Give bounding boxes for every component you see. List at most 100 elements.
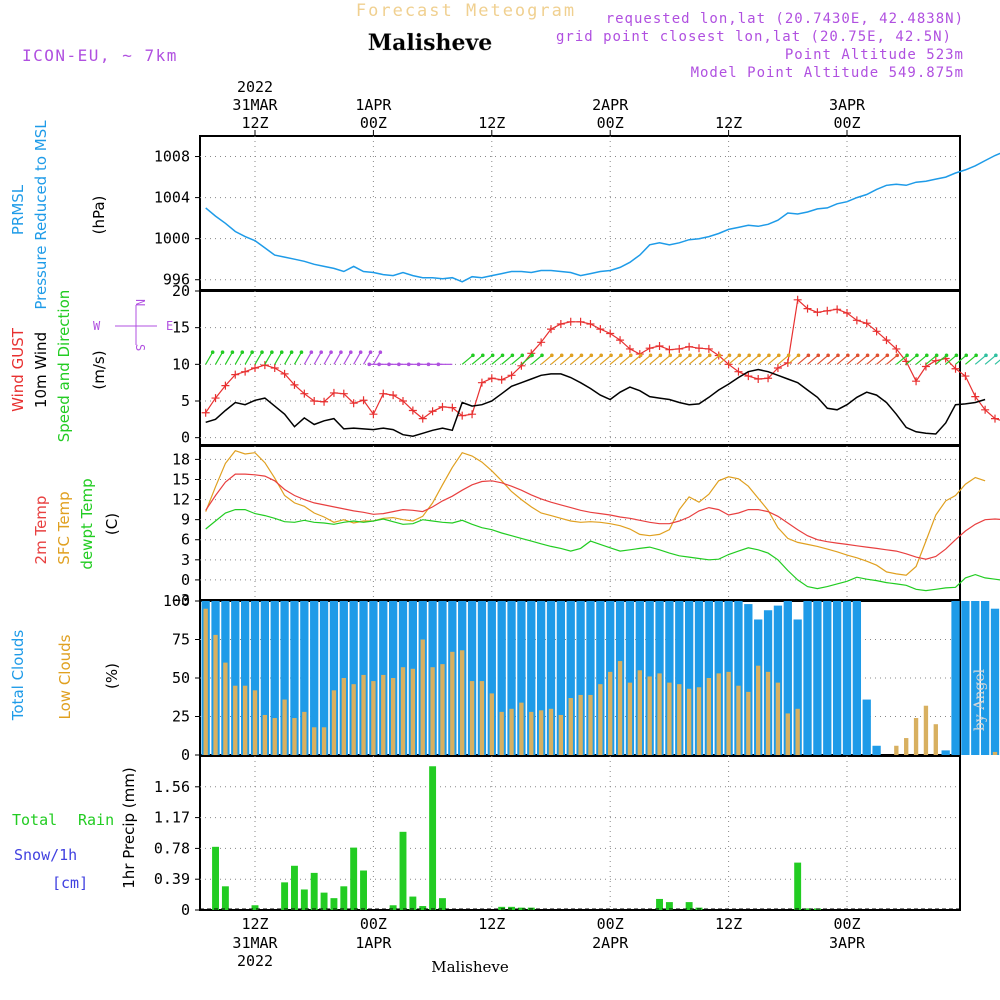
gust-marker xyxy=(517,361,526,370)
rain-bar xyxy=(429,766,437,910)
wind-arrow-head xyxy=(717,353,722,358)
wind-arrow xyxy=(767,354,780,365)
low-cloud-bar xyxy=(410,668,416,755)
gust-marker xyxy=(448,403,457,412)
wind-arrow xyxy=(530,354,543,365)
rain-bar xyxy=(330,898,338,910)
wind-arrow-head xyxy=(984,353,988,358)
wind-arrow xyxy=(935,354,947,365)
total-cloud-bar xyxy=(941,750,950,755)
low-cloud-bar xyxy=(578,694,583,755)
wind-arrow-head xyxy=(426,362,431,367)
bottom-hour-label: 00Z xyxy=(833,915,860,933)
wind-arrow-head xyxy=(826,353,830,358)
low-cloud-bar xyxy=(795,708,800,755)
bottom-hour-label: 00Z xyxy=(597,915,624,933)
panel-grids xyxy=(200,136,960,910)
wind-arrow xyxy=(856,354,868,365)
cloud-unit: (%) xyxy=(103,663,121,689)
gust-marker xyxy=(872,327,881,336)
temp2m-label: 2m Temp xyxy=(32,496,50,565)
wind-arrow xyxy=(698,354,711,365)
gust-marker xyxy=(695,344,703,353)
wind-arrow-head xyxy=(895,353,899,358)
gust-marker xyxy=(823,306,832,315)
low-cloud-bar xyxy=(608,671,613,755)
rain-label: Rain xyxy=(78,811,114,829)
wind-arrow-head xyxy=(309,350,314,355)
y-tick-label: 100 xyxy=(163,592,190,610)
low-cloud-bar xyxy=(992,751,998,755)
compass-north: N xyxy=(133,299,147,306)
wind-arrow-head xyxy=(490,353,495,358)
bottom-hour-label: 12Z xyxy=(478,915,505,933)
wind-arrow xyxy=(895,354,908,365)
wind-line xyxy=(205,368,986,437)
gust-marker xyxy=(458,411,467,420)
wind-arrow xyxy=(550,354,563,365)
low-cloud-bar xyxy=(282,699,287,755)
total-cloud-bar xyxy=(566,601,575,755)
wind-arrow xyxy=(807,354,819,365)
gust-marker xyxy=(211,394,220,403)
y-tick-label: 15 xyxy=(172,470,190,488)
total-clouds-label: Total Clouds xyxy=(9,630,27,722)
wind-arrow-head xyxy=(776,353,781,358)
gust-marker xyxy=(773,364,782,372)
total-cloud-bar xyxy=(369,601,378,755)
total-cloud-bar xyxy=(319,601,329,755)
wind-arrow xyxy=(619,354,632,365)
wind-arrow-head xyxy=(767,353,771,358)
bottom-year-label: 2022 xyxy=(237,952,273,970)
precip-labels: Total Rain Snow/1h [cm] 1hr Precip (mm) xyxy=(12,767,138,892)
wind-arrow-head xyxy=(416,362,421,367)
wind10m-label: 10m Wind xyxy=(32,332,50,408)
wind-arrow-head xyxy=(974,353,978,358)
y-tick-label: 0.78 xyxy=(154,839,190,857)
gust-marker xyxy=(616,336,625,345)
y-tick-label: 9 xyxy=(181,511,190,529)
gust-marker xyxy=(556,320,565,328)
total-label: Total xyxy=(12,811,57,829)
y-tick-label: 18 xyxy=(172,450,190,468)
low-cloud-bar xyxy=(430,667,435,755)
wind-arrow xyxy=(886,354,898,365)
wind-arrow-head xyxy=(796,353,801,358)
wind-arrow xyxy=(363,351,372,365)
wind-arrow xyxy=(925,354,938,365)
wind-arrow-head xyxy=(806,353,811,358)
rain-bar xyxy=(212,846,219,910)
wind-arrow xyxy=(639,354,651,365)
wind-arrow-head xyxy=(289,350,294,355)
low-cloud-bar xyxy=(223,662,228,755)
rain-bar xyxy=(794,862,802,910)
gust-marker xyxy=(339,389,348,398)
wind-arrow-head xyxy=(727,353,732,358)
wind-arrow xyxy=(659,354,671,365)
footer-location: Malisheve xyxy=(431,958,509,976)
wind-arrow xyxy=(323,351,332,365)
panel-frames xyxy=(199,135,961,911)
wind-arrow-head xyxy=(319,350,324,355)
total-cloud-bar xyxy=(536,601,546,755)
speed-direction-label: Speed and Direction xyxy=(55,290,73,443)
low-clouds-label: Low Clouds xyxy=(56,634,74,719)
low-cloud-bar xyxy=(361,674,366,755)
total-cloud-bar xyxy=(507,601,516,755)
wind-arrow xyxy=(649,354,661,365)
total-cloud-bar xyxy=(497,601,506,755)
wind-arrow xyxy=(757,354,770,365)
rain-bar xyxy=(360,870,367,910)
gust-marker xyxy=(912,377,921,386)
dewpt-line xyxy=(205,509,1000,592)
rain-bar xyxy=(221,886,229,910)
model-label: ICON-EU, ~ 7km xyxy=(22,46,178,65)
temp2m-line xyxy=(205,473,1000,560)
gust-marker xyxy=(833,305,842,314)
total-cloud-bar xyxy=(744,604,753,755)
gust-marker xyxy=(280,369,289,378)
y-tick-label: 1.56 xyxy=(154,778,190,796)
low-cloud-bar xyxy=(519,702,524,755)
gust-marker xyxy=(704,344,713,353)
wind-arrow-head xyxy=(944,353,949,358)
